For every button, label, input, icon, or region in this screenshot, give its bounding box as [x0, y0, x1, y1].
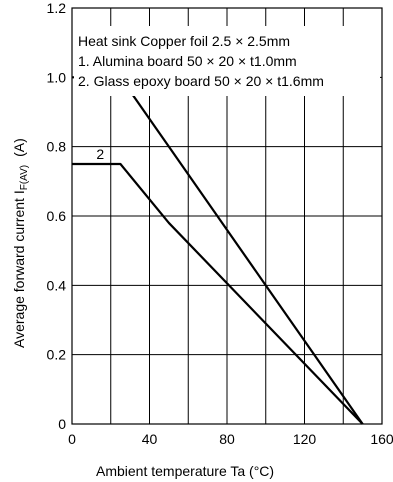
x-tick-label: 160: [370, 431, 393, 447]
y-axis-label-unit: (A): [11, 138, 27, 157]
annotation-box: [74, 26, 380, 96]
annotation-heat-sink: Heat sink Copper foil 2.5 × 2.5mm: [78, 33, 290, 49]
series-line-2: [72, 162, 364, 425]
y-tick-label: 0.4: [47, 277, 67, 293]
annotation-glass-epoxy: 2. Glass epoxy board 50 × 20 × t1.6mm: [78, 73, 324, 89]
y-tick-label: 0: [58, 416, 66, 432]
annotation-alumina: 1. Alumina board 50 × 20 × t1.0mm: [78, 53, 297, 69]
y-tick-label: 0.8: [47, 139, 67, 155]
x-tick-label: 80: [219, 431, 235, 447]
y-axis-label-main: Average forward current I: [11, 190, 27, 348]
y-axis-label-subscript: F(AV): [19, 165, 30, 190]
y-axis-ticks: 0 0.2 0.4 0.6 0.8 1.0 1.2: [47, 0, 67, 432]
x-axis-label: Ambient temperature Ta (°C): [96, 463, 274, 479]
y-tick-label: 0.2: [47, 347, 67, 363]
y-tick-label: 0.6: [47, 208, 67, 224]
x-tick-label: 40: [142, 431, 158, 447]
x-tick-label: 0: [68, 431, 76, 447]
x-tick-label: 120: [293, 431, 317, 447]
x-axis-ticks: 0 40 80 120 160: [68, 431, 393, 447]
svg-text:Average forward current IF(: Average forward current IF(AV) (A): [11, 138, 30, 348]
y-tick-label: 1.2: [47, 0, 67, 16]
series-line-1: [72, 76, 364, 425]
y-axis-label: Average forward current IF(AV) (A): [11, 138, 30, 348]
series-lines: [72, 76, 364, 425]
y-tick-label: 1.0: [47, 69, 67, 85]
series-label-2: 2: [96, 146, 104, 162]
